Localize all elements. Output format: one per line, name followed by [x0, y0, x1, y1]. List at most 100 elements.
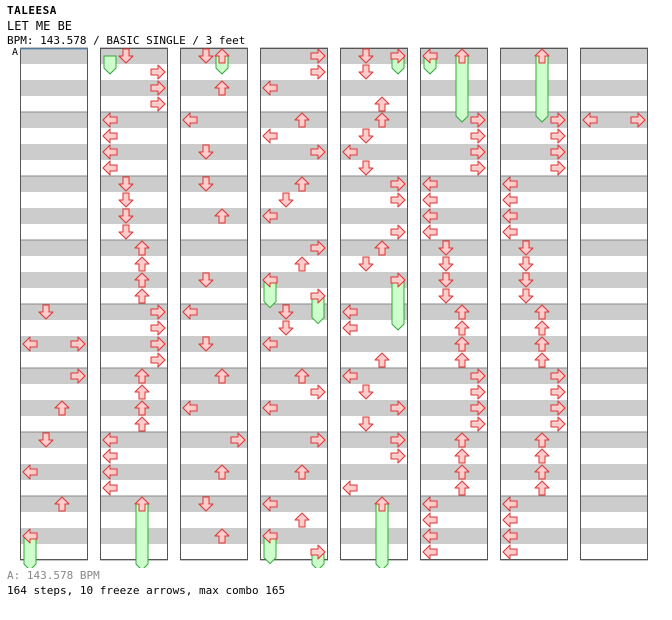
beat-stripe	[580, 272, 648, 288]
step-arrow-down	[518, 272, 534, 288]
step-arrow-right	[310, 544, 326, 560]
step-arrow-right	[390, 432, 406, 448]
step-arrow-up	[454, 336, 470, 352]
step-arrow-up	[454, 480, 470, 496]
step-arrow-left	[22, 464, 38, 480]
beat-stripe	[100, 80, 168, 96]
step-arrow-left	[342, 304, 358, 320]
chart-column-8	[580, 47, 648, 561]
step-arrow-right	[310, 432, 326, 448]
beat-stripe	[260, 176, 328, 192]
beat-stripe	[180, 400, 248, 416]
step-arrow-up	[534, 336, 550, 352]
step-arrow-up	[454, 48, 470, 64]
step-arrow-right	[390, 448, 406, 464]
step-arrow-right	[390, 192, 406, 208]
step-arrow-right	[470, 368, 486, 384]
step-arrow-right	[390, 224, 406, 240]
beat-stripe	[420, 304, 488, 320]
step-arrow-right	[470, 128, 486, 144]
song-artist: TALEESA	[7, 4, 57, 17]
beat-stripe	[20, 496, 88, 512]
step-arrow-up	[134, 384, 150, 400]
step-arrow-left	[422, 176, 438, 192]
step-arrow-right	[470, 416, 486, 432]
step-arrow-left	[22, 528, 38, 544]
beat-stripe	[260, 208, 328, 224]
beat-stripe	[580, 528, 648, 544]
beat-stripe	[500, 144, 568, 160]
beat-stripe	[20, 400, 88, 416]
beat-stripe	[180, 112, 248, 128]
step-arrow-left	[342, 144, 358, 160]
step-arrow-up	[134, 288, 150, 304]
beat-stripe	[100, 368, 168, 384]
step-arrow-left	[102, 480, 118, 496]
beat-stripe	[260, 240, 328, 256]
step-arrow-up	[374, 112, 390, 128]
step-arrow-left	[22, 336, 38, 352]
beat-stripe	[100, 336, 168, 352]
beat-stripe	[340, 336, 408, 352]
beat-stripe	[180, 208, 248, 224]
step-arrow-right	[150, 304, 166, 320]
step-arrow-right	[150, 336, 166, 352]
beat-stripe	[340, 464, 408, 480]
step-arrow-left	[502, 544, 518, 560]
step-arrow-up	[294, 464, 310, 480]
beat-stripe	[260, 112, 328, 128]
column-border	[180, 48, 248, 560]
beat-stripe	[20, 464, 88, 480]
step-arrow-left	[262, 80, 278, 96]
step-arrow-left	[422, 496, 438, 512]
step-arrow-down	[118, 48, 134, 64]
step-arrow-up	[534, 320, 550, 336]
step-arrow-down	[518, 256, 534, 272]
step-arrow-right	[470, 384, 486, 400]
beat-stripe	[260, 496, 328, 512]
step-arrow-up	[214, 208, 230, 224]
beat-stripe	[500, 176, 568, 192]
beat-stripe	[180, 176, 248, 192]
step-arrow-up	[214, 528, 230, 544]
bpm-marker-label: A	[12, 47, 19, 58]
beat-stripe	[340, 400, 408, 416]
step-arrow-up	[454, 448, 470, 464]
beat-stripe	[260, 144, 328, 160]
beat-stripe	[500, 272, 568, 288]
step-arrow-up	[54, 496, 70, 512]
step-arrow-up	[134, 272, 150, 288]
step-arrow-up	[534, 480, 550, 496]
step-arrow-left	[582, 112, 598, 128]
beat-stripe	[580, 80, 648, 96]
step-arrow-up	[374, 96, 390, 112]
beat-stripe	[500, 336, 568, 352]
beat-stripe	[260, 304, 328, 320]
beat-stripe	[420, 48, 488, 64]
beat-stripe	[100, 304, 168, 320]
step-arrow-left	[422, 224, 438, 240]
step-arrow-right	[470, 160, 486, 176]
step-arrow-right	[470, 400, 486, 416]
step-arrow-right	[550, 368, 566, 384]
beat-stripe	[580, 400, 648, 416]
step-arrow-down	[518, 240, 534, 256]
step-arrow-left	[502, 176, 518, 192]
beat-stripe	[580, 240, 648, 256]
step-arrow-down	[438, 256, 454, 272]
beat-stripe	[500, 208, 568, 224]
beat-stripe	[260, 48, 328, 64]
beat-stripe	[580, 304, 648, 320]
beat-stripe	[20, 304, 88, 320]
step-arrow-left	[422, 528, 438, 544]
beat-stripe	[20, 368, 88, 384]
chart-info: BPM: 143.578 / BASIC SINGLE / 3 feet	[7, 34, 246, 47]
step-arrow-down	[358, 128, 374, 144]
step-arrow-left	[102, 448, 118, 464]
step-arrow-right	[310, 48, 326, 64]
beat-stripe	[340, 368, 408, 384]
beat-stripe	[500, 48, 568, 64]
step-arrow-down	[198, 48, 214, 64]
step-arrow-right	[550, 160, 566, 176]
step-arrow-right	[310, 64, 326, 80]
